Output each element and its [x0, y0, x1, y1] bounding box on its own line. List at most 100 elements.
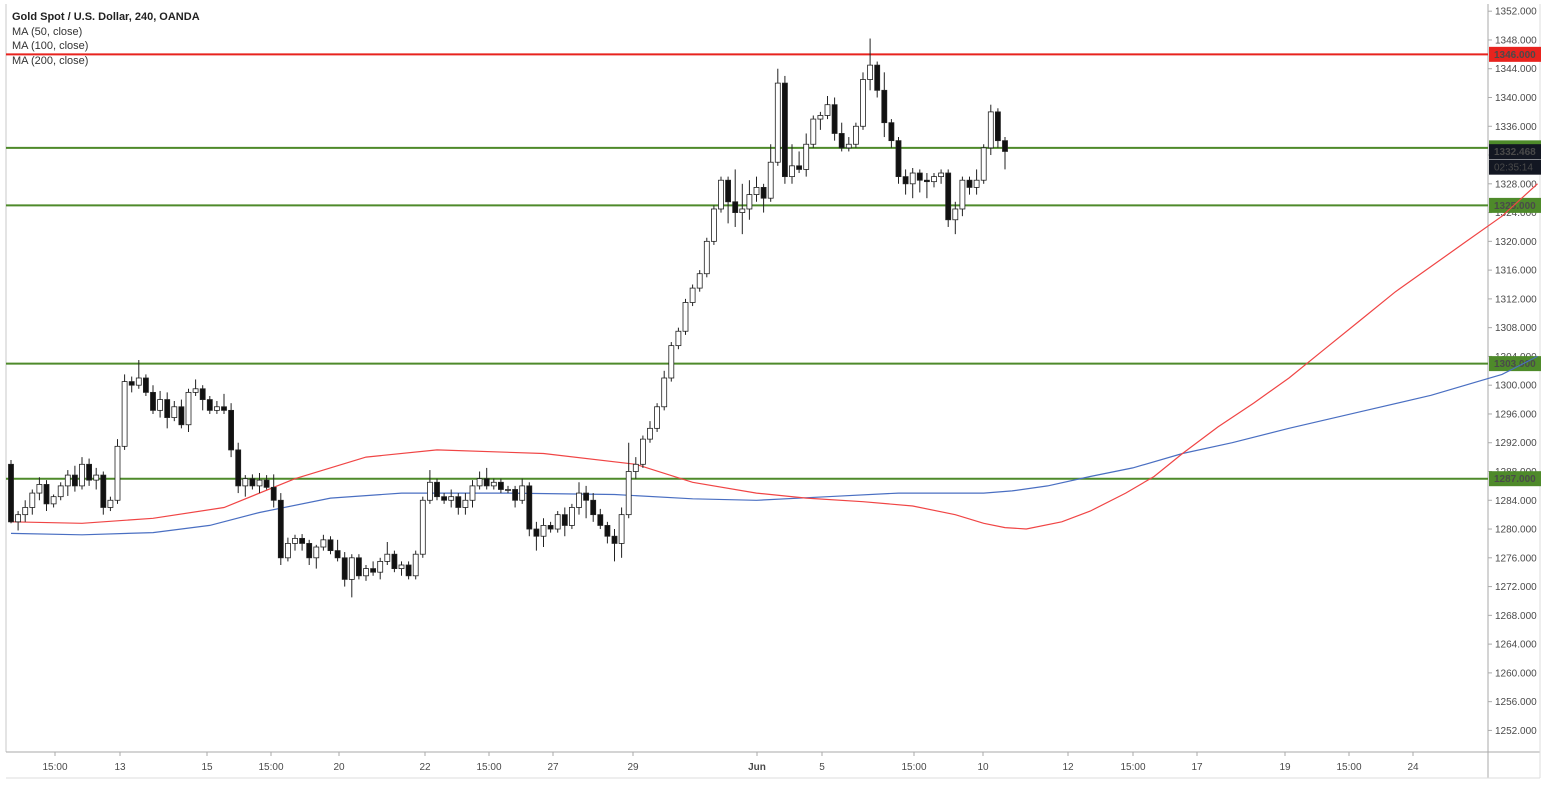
candle-body-down — [483, 478, 490, 487]
y-tick-label: 1308.000 — [1495, 323, 1537, 334]
candle-body-up — [767, 161, 774, 199]
candle — [277, 493, 284, 565]
candle — [121, 374, 128, 450]
candle — [945, 169, 952, 227]
candle-body-down — [590, 499, 597, 516]
candle — [725, 176, 731, 224]
candle — [661, 370, 668, 411]
candle — [334, 539, 341, 562]
candle-body-up — [426, 481, 433, 501]
candle-body-down — [228, 409, 235, 451]
candle — [228, 403, 235, 458]
candle-body-down — [497, 481, 504, 490]
candle-body-down — [888, 122, 895, 142]
x-tick-label: 17 — [1191, 762, 1203, 773]
candle — [363, 565, 369, 581]
candle-body-up — [576, 492, 582, 508]
candle-body-down — [164, 399, 171, 418]
x-tick-label: 15:00 — [476, 762, 501, 773]
candle — [959, 176, 966, 217]
candle-body-down — [725, 179, 731, 203]
y-tick-label: 1324.000 — [1495, 208, 1537, 219]
candle-body-up — [845, 143, 852, 149]
candle-body-down — [512, 489, 518, 501]
candle-body-up — [284, 543, 291, 559]
candle-body-down — [597, 514, 604, 526]
candle — [533, 521, 540, 551]
y-tick-label: 1328.000 — [1495, 179, 1537, 190]
legend-ma100: MA (100, close) — [12, 40, 89, 52]
candle — [15, 511, 22, 531]
candle-body-up — [348, 557, 355, 580]
candle — [249, 474, 256, 490]
candle — [753, 176, 760, 202]
candle — [235, 442, 242, 494]
candle — [739, 183, 746, 235]
candle-body-up — [519, 485, 526, 501]
candle-body-down — [299, 537, 306, 544]
candle — [348, 554, 355, 598]
candle-body-down — [945, 172, 952, 221]
candle — [789, 144, 795, 184]
candle — [980, 144, 987, 184]
candle-body-down — [1002, 140, 1008, 152]
candle-body-up — [661, 377, 668, 408]
x-tick-label: 10 — [977, 762, 989, 773]
x-tick-label: 22 — [419, 762, 431, 773]
candle — [29, 489, 36, 515]
candle — [966, 176, 973, 195]
candle — [192, 379, 199, 396]
candle-body-down — [782, 82, 788, 178]
candle-body-up — [739, 208, 746, 213]
candle-body-down — [327, 539, 334, 552]
candle — [206, 395, 213, 414]
candle-body-down — [924, 179, 930, 183]
candle-body-up — [618, 514, 625, 544]
candle — [554, 511, 561, 533]
candle — [299, 534, 306, 551]
candle — [632, 457, 639, 479]
level-price-badge — [1489, 197, 1541, 213]
candle — [902, 169, 909, 195]
y-tick-label: 1264.000 — [1495, 640, 1537, 651]
candle-body-up — [973, 179, 980, 188]
candle — [696, 270, 703, 292]
candle-body-down — [334, 550, 341, 559]
candle — [377, 557, 384, 580]
candle — [164, 392, 171, 429]
candle — [924, 173, 930, 199]
candle — [931, 173, 937, 188]
candle-body-down — [306, 543, 313, 559]
y-tick-label: 1352.000 — [1495, 7, 1537, 18]
candle — [483, 467, 490, 490]
candle — [625, 442, 632, 519]
y-tick-label: 1256.000 — [1495, 697, 1537, 708]
candle-body-up — [29, 492, 36, 508]
candle-body-down — [142, 377, 149, 393]
candle-body-up — [384, 553, 391, 562]
candle-body-up — [980, 147, 987, 181]
candle — [306, 539, 313, 565]
candle — [782, 75, 788, 184]
candle — [824, 96, 831, 120]
candle — [604, 521, 611, 544]
ma100-line — [10, 355, 1538, 536]
candle — [888, 119, 895, 148]
candle-body-down — [831, 104, 838, 134]
y-tick-label: 1316.000 — [1495, 266, 1537, 277]
candle-body-down — [150, 391, 156, 411]
candle-body-down — [611, 535, 618, 544]
candle — [682, 298, 689, 335]
level-price-badge — [1489, 471, 1541, 487]
candle-body-up — [377, 561, 384, 573]
candle-body-up — [93, 474, 100, 481]
candle — [405, 561, 412, 580]
x-tick-label: 15:00 — [258, 762, 283, 773]
candle — [72, 465, 78, 492]
candle-body-up — [860, 79, 866, 127]
candle-body-up — [22, 507, 29, 516]
current-price-label: 1332.468 — [1494, 147, 1536, 158]
candle-body-up — [803, 143, 810, 170]
